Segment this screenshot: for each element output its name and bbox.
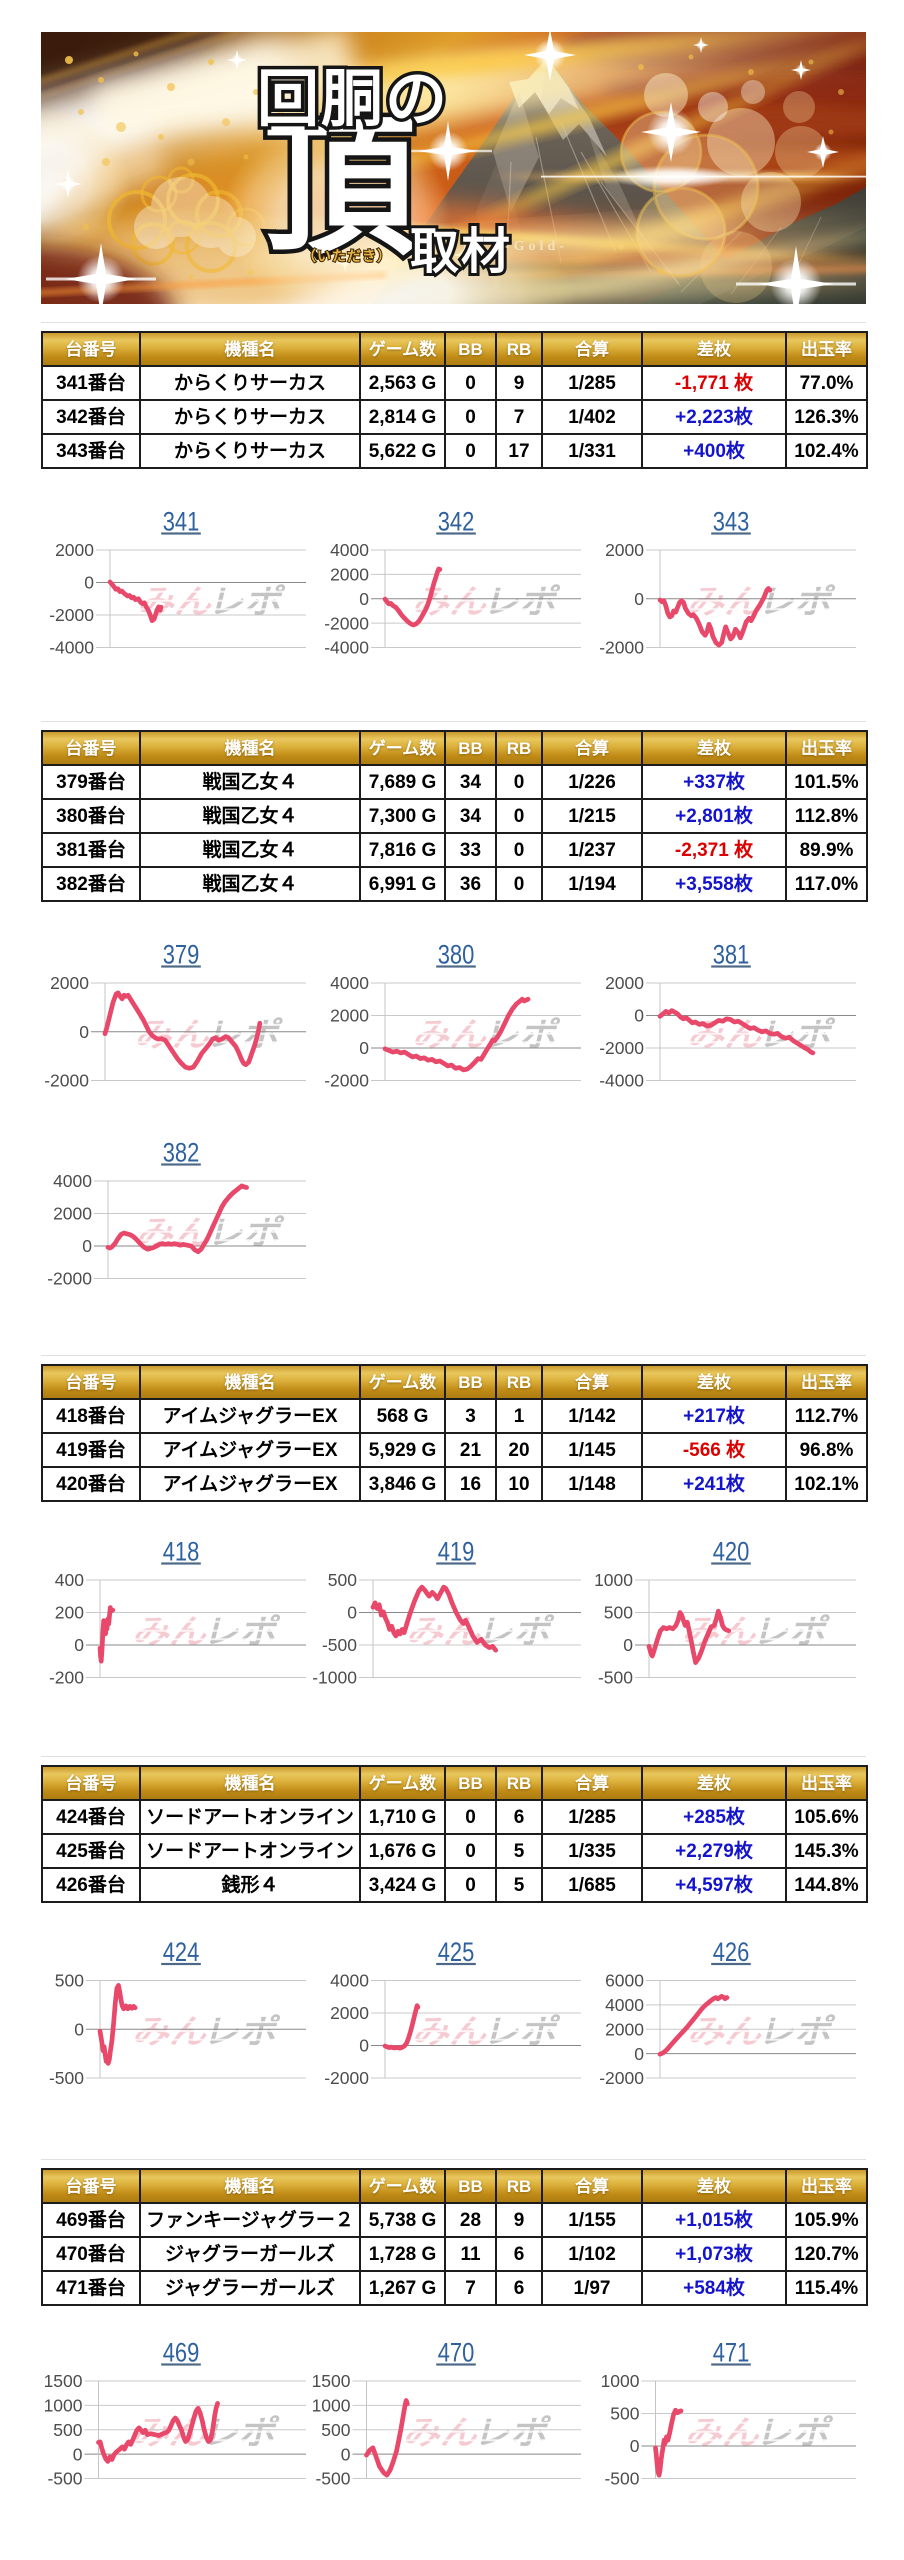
svg-text:-500: -500: [604, 2469, 639, 2489]
svg-text:-2000: -2000: [44, 1071, 89, 1091]
svg-text:500: 500: [53, 2420, 82, 2440]
svg-text:4000: 4000: [330, 1971, 369, 1991]
svg-text:0: 0: [79, 1022, 89, 1042]
svg-text:0: 0: [82, 1236, 92, 1256]
svg-text:382: 382: [163, 1138, 200, 1168]
svg-text:500: 500: [604, 1603, 633, 1623]
svg-text:0: 0: [634, 589, 644, 609]
svg-text:470: 470: [438, 2338, 475, 2368]
svg-text:-2000: -2000: [599, 2068, 644, 2088]
svg-text:-2000: -2000: [49, 605, 94, 625]
svg-text:0: 0: [630, 2436, 640, 2456]
svg-text:400: 400: [55, 1570, 84, 1590]
svg-text:0: 0: [341, 2444, 351, 2464]
svg-text:-500: -500: [47, 2469, 82, 2489]
svg-text:-2000: -2000: [599, 638, 644, 658]
svg-text:0: 0: [74, 1635, 84, 1655]
svg-text:471: 471: [713, 2338, 750, 2368]
svg-text:379: 379: [163, 940, 200, 970]
svg-text:-200: -200: [49, 1668, 84, 1688]
svg-text:4000: 4000: [330, 540, 369, 560]
svg-text:-1000: -1000: [312, 1668, 357, 1688]
svg-text:-2000: -2000: [324, 1071, 369, 1091]
svg-text:（いただき）: （いただき）: [302, 248, 392, 264]
svg-text:469: 469: [163, 2338, 200, 2368]
svg-text:426: 426: [713, 1937, 750, 1967]
svg-text:419: 419: [438, 1537, 475, 1567]
svg-text:0: 0: [623, 1635, 633, 1655]
svg-text:-500: -500: [598, 1668, 633, 1688]
svg-text:1000: 1000: [44, 2396, 83, 2416]
svg-text:0: 0: [359, 1038, 369, 1058]
svg-text:343: 343: [713, 507, 750, 537]
svg-text:2000: 2000: [605, 2020, 644, 2040]
svg-text:-Gold-: -Gold-: [505, 239, 568, 254]
svg-text:420: 420: [713, 1537, 750, 1567]
svg-text:2000: 2000: [50, 973, 89, 993]
svg-text:1000: 1000: [312, 2396, 351, 2416]
svg-text:0: 0: [347, 1603, 357, 1623]
svg-text:500: 500: [321, 2420, 350, 2440]
svg-text:-500: -500: [315, 2469, 350, 2489]
svg-text:4000: 4000: [53, 1171, 92, 1191]
svg-text:取材: 取材: [410, 225, 512, 279]
svg-text:回胴の: 回胴の: [257, 65, 449, 134]
svg-text:0: 0: [359, 2036, 369, 2056]
svg-text:-2000: -2000: [324, 613, 369, 633]
svg-text:1000: 1000: [601, 2371, 640, 2391]
svg-text:2000: 2000: [605, 973, 644, 993]
svg-text:381: 381: [713, 940, 750, 970]
svg-text:-500: -500: [49, 2068, 84, 2088]
svg-text:頂: 頂: [264, 105, 417, 273]
svg-text:500: 500: [610, 2404, 639, 2424]
svg-text:4000: 4000: [330, 973, 369, 993]
svg-text:2000: 2000: [53, 1204, 92, 1224]
svg-text:1500: 1500: [44, 2371, 83, 2391]
svg-text:0: 0: [73, 2444, 83, 2464]
svg-text:2000: 2000: [55, 540, 94, 560]
svg-text:500: 500: [55, 1971, 84, 1991]
svg-text:341: 341: [163, 507, 200, 537]
svg-text:0: 0: [634, 2044, 644, 2064]
svg-text:-2000: -2000: [599, 1038, 644, 1058]
svg-text:6000: 6000: [605, 1971, 644, 1991]
svg-text:200: 200: [55, 1603, 84, 1623]
svg-text:-2000: -2000: [47, 1269, 92, 1289]
svg-text:380: 380: [438, 940, 475, 970]
svg-text:0: 0: [359, 589, 369, 609]
svg-text:2000: 2000: [605, 540, 644, 560]
svg-text:500: 500: [328, 1570, 357, 1590]
svg-text:342: 342: [438, 507, 475, 537]
svg-text:418: 418: [163, 1537, 200, 1567]
svg-text:425: 425: [438, 1937, 475, 1967]
svg-text:4000: 4000: [605, 1995, 644, 2015]
svg-text:-4000: -4000: [49, 638, 94, 658]
svg-text:-4000: -4000: [324, 638, 369, 658]
svg-text:2000: 2000: [330, 1006, 369, 1026]
svg-text:-500: -500: [322, 1635, 357, 1655]
svg-text:2000: 2000: [330, 565, 369, 585]
svg-text:-4000: -4000: [599, 1071, 644, 1091]
svg-text:2000: 2000: [330, 2003, 369, 2023]
svg-text:1500: 1500: [312, 2371, 351, 2391]
svg-text:424: 424: [163, 1937, 200, 1967]
svg-text:0: 0: [634, 1006, 644, 1026]
svg-text:1000: 1000: [594, 1570, 633, 1590]
svg-text:0: 0: [74, 2020, 84, 2040]
svg-text:-2000: -2000: [324, 2068, 369, 2088]
svg-text:0: 0: [84, 573, 94, 593]
